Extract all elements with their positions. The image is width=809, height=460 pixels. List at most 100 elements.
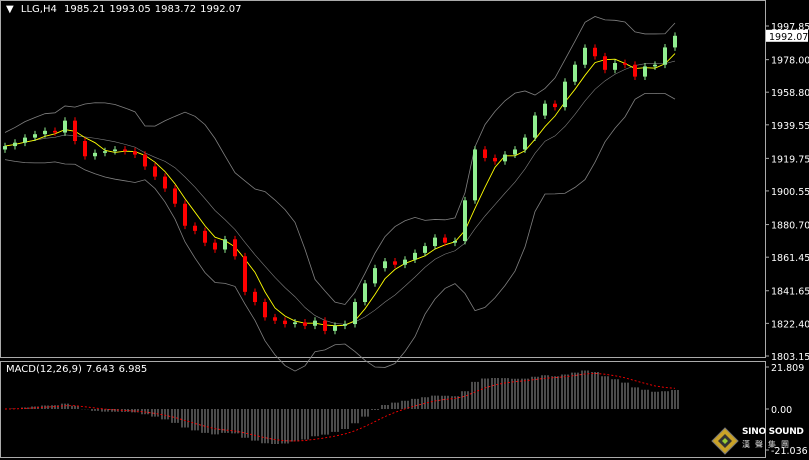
candle-body bbox=[213, 242, 217, 250]
candle-body bbox=[273, 317, 277, 321]
price-tick-label: 1861.45 bbox=[771, 253, 809, 264]
candle-body bbox=[443, 237, 447, 243]
candle bbox=[443, 234, 447, 247]
candle bbox=[113, 146, 117, 155]
candle bbox=[433, 234, 437, 250]
candle bbox=[363, 279, 367, 306]
sinosound-logo: SINO SOUND 漢聲集團 bbox=[710, 426, 806, 456]
price-tick-label: 1978.00 bbox=[771, 56, 809, 67]
candle bbox=[533, 112, 537, 141]
candle-body bbox=[313, 320, 317, 326]
candle-body bbox=[593, 47, 597, 57]
candle-body bbox=[613, 63, 617, 70]
candle bbox=[643, 63, 647, 80]
collapse-triangle-icon[interactable]: ▼ bbox=[6, 4, 14, 15]
macd-tick-label: 0.00 bbox=[771, 405, 792, 416]
candle-body bbox=[203, 230, 207, 243]
candle-body bbox=[283, 320, 287, 325]
candle-body bbox=[663, 47, 667, 65]
candle bbox=[633, 61, 637, 80]
macd-signal-value: 6.985 bbox=[118, 364, 148, 375]
candle bbox=[333, 322, 337, 335]
candle bbox=[453, 237, 457, 247]
price-tick-label: 1822.40 bbox=[771, 319, 809, 330]
candle bbox=[103, 147, 107, 157]
candle-body bbox=[293, 322, 297, 325]
candle bbox=[403, 256, 407, 269]
candle-body bbox=[353, 302, 357, 325]
candle-body bbox=[653, 64, 657, 67]
candle bbox=[473, 146, 477, 204]
candle-body bbox=[363, 283, 367, 303]
candle bbox=[223, 235, 227, 253]
bollinger-middle-band bbox=[4, 60, 676, 325]
candle-body bbox=[233, 239, 237, 257]
candle bbox=[133, 147, 137, 158]
candle-body bbox=[523, 137, 527, 150]
macd-tick-label: -21.036 bbox=[771, 446, 808, 457]
candle bbox=[33, 130, 37, 141]
candle-body bbox=[603, 56, 607, 70]
candle-body bbox=[393, 261, 397, 265]
candle bbox=[413, 249, 417, 264]
price-tick-label: 1841.65 bbox=[771, 287, 809, 298]
candle bbox=[73, 117, 77, 145]
candle-body bbox=[583, 47, 587, 65]
candle-body bbox=[563, 81, 567, 108]
candle-body bbox=[643, 66, 647, 77]
candle-body bbox=[493, 157, 497, 162]
candle bbox=[353, 298, 357, 328]
current-price-label: 1992.07 bbox=[769, 32, 808, 43]
candle-body bbox=[483, 149, 487, 158]
candle-body bbox=[533, 115, 537, 138]
candle bbox=[173, 185, 177, 208]
candle bbox=[183, 200, 187, 230]
bollinger-lower-band bbox=[4, 92, 676, 372]
macd-value: 7.643 bbox=[85, 364, 115, 375]
candle bbox=[513, 146, 517, 158]
candle bbox=[53, 127, 57, 136]
candle-body bbox=[63, 120, 67, 133]
candle-body bbox=[23, 137, 27, 143]
candle bbox=[573, 61, 577, 86]
candle-body bbox=[403, 259, 407, 265]
candle bbox=[13, 139, 17, 150]
current-price-box bbox=[766, 29, 808, 42]
price-tick-label: 1880.70 bbox=[771, 221, 809, 232]
high-value: 1993.05 bbox=[109, 4, 151, 15]
candle bbox=[343, 320, 347, 330]
candle bbox=[23, 134, 27, 147]
candle bbox=[163, 173, 167, 192]
close-value: 1992.07 bbox=[200, 4, 242, 15]
price-tick-label: 1997.85 bbox=[771, 22, 809, 33]
candle-body bbox=[553, 103, 557, 108]
candle-body bbox=[53, 130, 57, 133]
candle-body bbox=[373, 268, 377, 284]
candle bbox=[483, 146, 487, 162]
candle bbox=[243, 252, 247, 296]
candle-body bbox=[193, 225, 197, 231]
candle bbox=[273, 313, 277, 325]
candle bbox=[303, 318, 307, 330]
candle bbox=[613, 59, 617, 74]
candle-body bbox=[33, 134, 37, 138]
diamond-logo-icon bbox=[711, 427, 739, 455]
candle bbox=[83, 137, 87, 160]
candle-body bbox=[43, 130, 47, 135]
candle bbox=[193, 222, 197, 235]
candle-body bbox=[13, 142, 17, 147]
open-value: 1985.21 bbox=[64, 4, 106, 15]
candle-body bbox=[633, 64, 637, 77]
candle bbox=[313, 317, 317, 330]
candle-body bbox=[133, 151, 137, 155]
candle-body bbox=[183, 203, 187, 226]
candle bbox=[543, 100, 547, 119]
candle bbox=[153, 163, 157, 180]
candle bbox=[623, 59, 627, 69]
candle-body bbox=[623, 63, 627, 65]
candle-body bbox=[433, 237, 437, 247]
candle-body bbox=[253, 291, 257, 303]
candle-body bbox=[303, 322, 307, 326]
